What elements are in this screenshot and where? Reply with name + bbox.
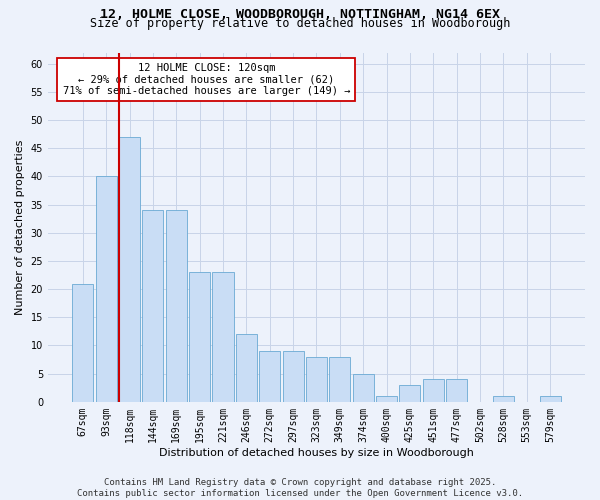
Bar (142, 210, 163, 402)
Bar (353, 374, 374, 402)
Text: 12 HOLME CLOSE: 120sqm
← 29% of detached houses are smaller (62)
71% of semi-det: 12 HOLME CLOSE: 120sqm ← 29% of detached… (62, 63, 350, 96)
Bar (446, 380, 467, 402)
Bar (95, 176, 117, 402)
Bar (189, 272, 210, 402)
Bar (493, 396, 514, 402)
Bar (259, 351, 280, 402)
Bar (400, 385, 421, 402)
Bar (236, 334, 257, 402)
Bar (306, 357, 327, 402)
X-axis label: Distribution of detached houses by size in Woodborough: Distribution of detached houses by size … (159, 448, 474, 458)
Bar (539, 396, 560, 402)
Bar (329, 357, 350, 402)
Text: Contains HM Land Registry data © Crown copyright and database right 2025.
Contai: Contains HM Land Registry data © Crown c… (77, 478, 523, 498)
Y-axis label: Number of detached properties: Number of detached properties (15, 140, 25, 315)
Text: Size of property relative to detached houses in Woodborough: Size of property relative to detached ho… (90, 18, 510, 30)
Bar (423, 380, 444, 402)
Text: 12, HOLME CLOSE, WOODBOROUGH, NOTTINGHAM, NG14 6EX: 12, HOLME CLOSE, WOODBOROUGH, NOTTINGHAM… (100, 8, 500, 20)
Bar (166, 210, 187, 402)
Bar (73, 284, 94, 402)
Bar (119, 137, 140, 402)
Bar (283, 351, 304, 402)
Bar (212, 272, 233, 402)
Bar (376, 396, 397, 402)
